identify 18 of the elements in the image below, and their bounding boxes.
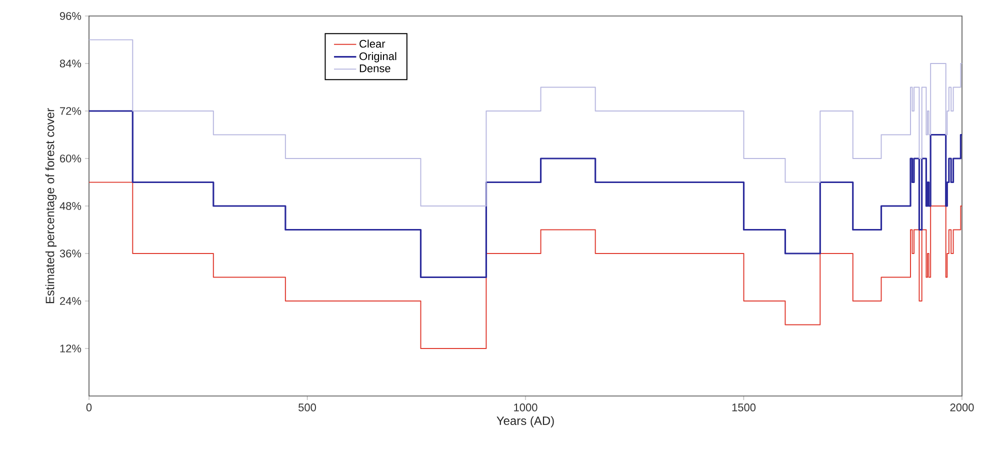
y-tick-label: 72% xyxy=(60,107,82,115)
y-axis-title: Estimated percentage of forest cover xyxy=(45,108,57,304)
y-tick-label: 84% xyxy=(60,60,82,68)
x-tick-label: 1000 xyxy=(514,404,538,412)
x-tick-label: 1500 xyxy=(732,404,756,412)
x-axis-title: Years (AD) xyxy=(496,416,554,428)
legend-label: Original xyxy=(360,52,396,62)
x-tick-label: 0 xyxy=(86,404,92,412)
y-tick-label: 12% xyxy=(60,344,82,352)
x-tick-label: 2000 xyxy=(950,404,974,412)
y-tick-label: 24% xyxy=(60,297,82,305)
y-tick-label: 48% xyxy=(60,202,82,210)
y-tick-label: 96% xyxy=(60,12,82,20)
legend-label: Clear xyxy=(360,40,386,48)
legend-label: Dense xyxy=(360,64,390,72)
y-tick-label: 36% xyxy=(60,250,82,258)
y-tick-label: 60% xyxy=(60,154,82,162)
x-tick-label: 500 xyxy=(298,404,316,412)
